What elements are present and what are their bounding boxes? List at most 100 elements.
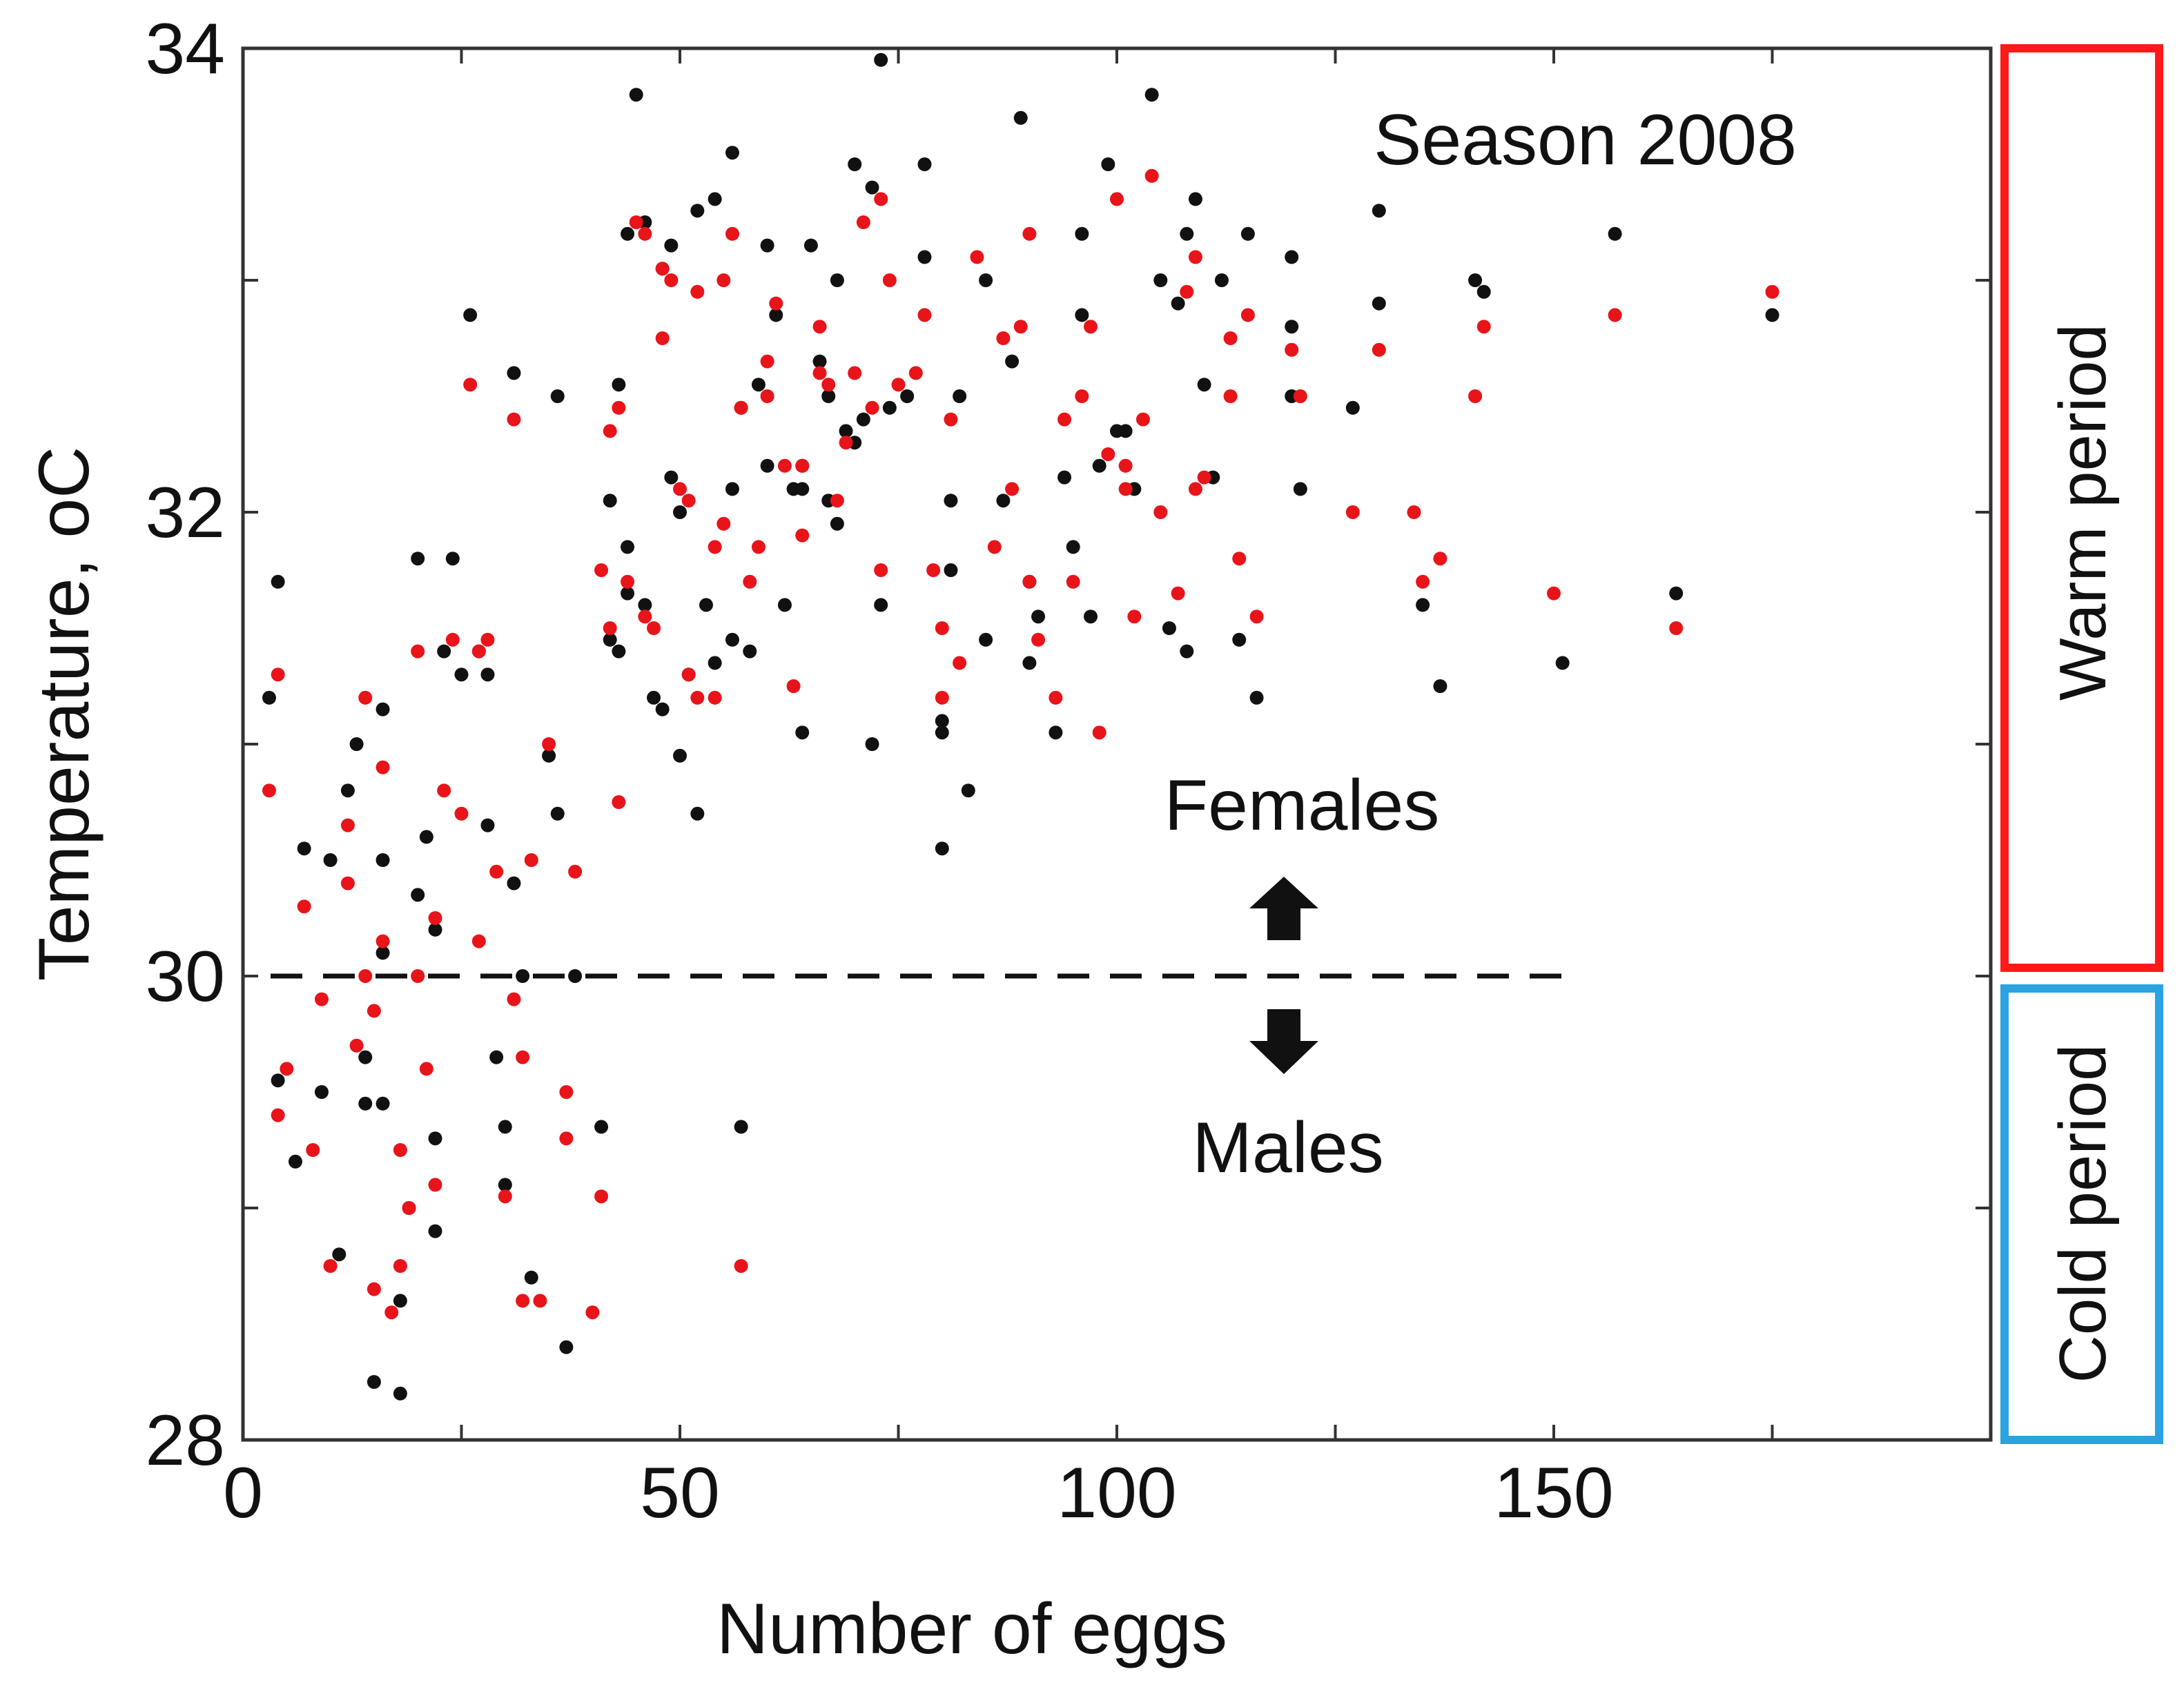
data-point [716,273,731,287]
cold-period-label: Cold period [2046,1044,2120,1383]
data-point [550,389,565,403]
data-point [471,934,486,948]
data-point [516,1294,530,1308]
data-point [603,424,617,438]
cold-period-box [2000,984,2163,1444]
data-point [612,378,626,392]
data-point [1171,586,1185,601]
data-point [690,204,705,218]
data-point [1608,226,1622,241]
data-point [419,830,433,844]
data-point [987,540,1002,554]
data-point [1293,482,1307,496]
data-point [507,992,521,1006]
x-tick-label: 100 [1057,1453,1177,1533]
data-point [1293,389,1307,403]
data-point [1372,204,1386,218]
data-point [655,702,670,717]
data-point [419,1062,433,1076]
data-point [612,400,626,415]
data-point [1468,389,1483,403]
data-point [1345,400,1360,415]
data-point [935,725,949,740]
data-point [795,725,810,740]
data-point [1153,273,1168,287]
data-point [655,331,670,345]
data-point [760,458,774,473]
data-point [900,389,915,403]
data-point [280,1062,294,1076]
data-point [376,853,390,867]
arrow-up-icon [1249,877,1318,940]
data-point [1188,250,1202,264]
data-point [1249,610,1264,624]
data-point [533,1294,547,1308]
data-point [953,389,967,403]
data-point [760,354,774,369]
data-point [769,308,783,322]
data-point [1005,354,1020,369]
data-point [367,1375,381,1389]
data-point [585,1305,600,1320]
data-point [1372,296,1386,311]
data-point [323,853,338,867]
data-point [1162,621,1176,635]
data-point [690,806,705,821]
data-point [1101,157,1115,171]
data-point [1555,656,1570,670]
data-point [874,192,888,206]
data-point [454,668,469,682]
data-point [629,88,643,102]
data-point [568,864,583,879]
data-point [411,888,425,902]
warm-period-label: Warm period [2046,324,2120,701]
data-point [445,552,460,566]
data-point [917,308,932,322]
data-point [830,273,844,287]
data-point [603,494,617,508]
data-point [647,621,661,635]
data-point [1118,424,1133,438]
data-point [961,783,975,798]
x-tick-labels: 0 50 100 150 [223,1453,1614,1533]
data-point [1153,505,1168,519]
data-point [1249,690,1264,705]
data-point [498,1189,512,1204]
data-point [708,690,722,705]
data-point [428,922,442,937]
data-point [542,748,556,763]
data-point [349,737,364,751]
data-point [935,621,949,635]
data-point [1110,192,1124,206]
data-point [821,378,836,392]
y-axis-title: Temperature, oC [24,447,104,982]
data-point [1049,690,1063,705]
data-point [725,632,739,647]
data-point [1144,88,1159,102]
data-point [271,1073,285,1088]
data-point [979,273,993,287]
data-point [848,157,862,171]
data-point [306,1143,320,1157]
y-tick-labels: 28 30 32 34 [145,9,225,1481]
data-point [751,540,766,554]
data-point [655,262,670,276]
data-point [1092,725,1106,740]
data-point [489,1050,504,1064]
plot-area-frame [241,46,1993,1442]
data-point [594,1189,609,1204]
data-point [1407,505,1421,519]
data-point [673,482,687,496]
data-point [1022,226,1037,241]
data-point [1057,412,1072,427]
data-point [1031,632,1046,647]
data-point [271,668,285,682]
data-point [411,644,425,659]
data-point [516,969,530,983]
data-point [795,528,810,543]
data-point [1240,226,1255,241]
data-point [428,1178,442,1192]
data-point [664,273,679,287]
data-point [428,911,442,925]
